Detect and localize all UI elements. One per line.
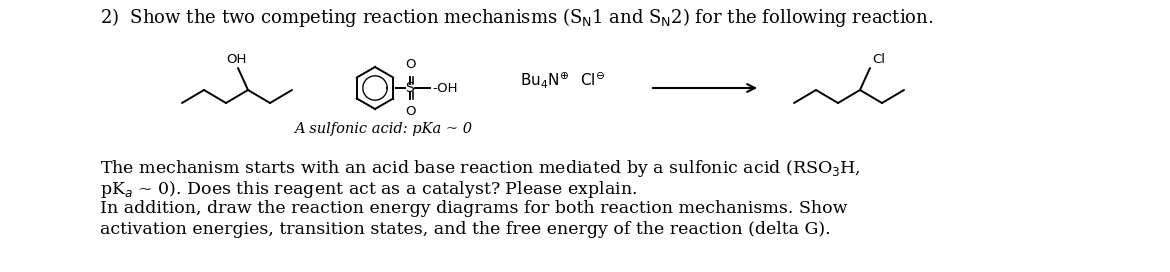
Text: Bu$_4$N$^{\oplus}$: Bu$_4$N$^{\oplus}$ xyxy=(519,70,569,90)
Text: A sulfonic acid: pKa ~ 0: A sulfonic acid: pKa ~ 0 xyxy=(294,122,472,136)
Text: O: O xyxy=(405,105,415,118)
Text: O: O xyxy=(405,58,415,71)
Text: Cl: Cl xyxy=(872,53,885,66)
Text: S: S xyxy=(406,81,414,95)
Text: OH: OH xyxy=(226,53,246,66)
Text: In addition, draw the reaction energy diagrams for both reaction mechanisms. Sho: In addition, draw the reaction energy di… xyxy=(99,200,847,217)
Text: The mechanism starts with an acid base reaction mediated by a sulfonic acid (RSO: The mechanism starts with an acid base r… xyxy=(99,158,861,179)
Text: -OH: -OH xyxy=(432,82,457,94)
Text: Cl$^{\ominus}$: Cl$^{\ominus}$ xyxy=(580,71,605,89)
Text: activation energies, transition states, and the free energy of the reaction (del: activation energies, transition states, … xyxy=(99,221,831,238)
Text: 2)  Show the two competing reaction mechanisms (S$_{\mathrm{N}}$1 and S$_{\mathr: 2) Show the two competing reaction mecha… xyxy=(99,6,934,29)
Text: pK$_a$ ~ 0). Does this reagent act as a catalyst? Please explain.: pK$_a$ ~ 0). Does this reagent act as a … xyxy=(99,179,638,200)
